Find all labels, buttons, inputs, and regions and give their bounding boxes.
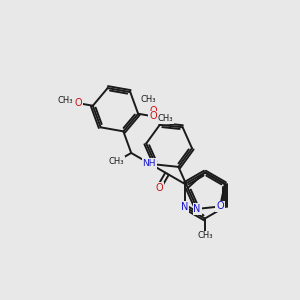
Text: O: O	[150, 106, 158, 116]
Text: CH₃: CH₃	[141, 95, 156, 104]
Text: CH₃: CH₃	[197, 231, 213, 240]
Text: NH: NH	[142, 159, 156, 168]
Text: CH₃: CH₃	[158, 114, 173, 123]
Text: O: O	[149, 111, 157, 121]
Text: O: O	[155, 183, 163, 193]
Text: CH₃: CH₃	[109, 157, 124, 166]
Text: O: O	[74, 98, 82, 108]
Text: CH₃: CH₃	[58, 96, 74, 105]
Text: O: O	[216, 202, 224, 212]
Text: N: N	[194, 204, 201, 214]
Text: N: N	[181, 202, 189, 212]
